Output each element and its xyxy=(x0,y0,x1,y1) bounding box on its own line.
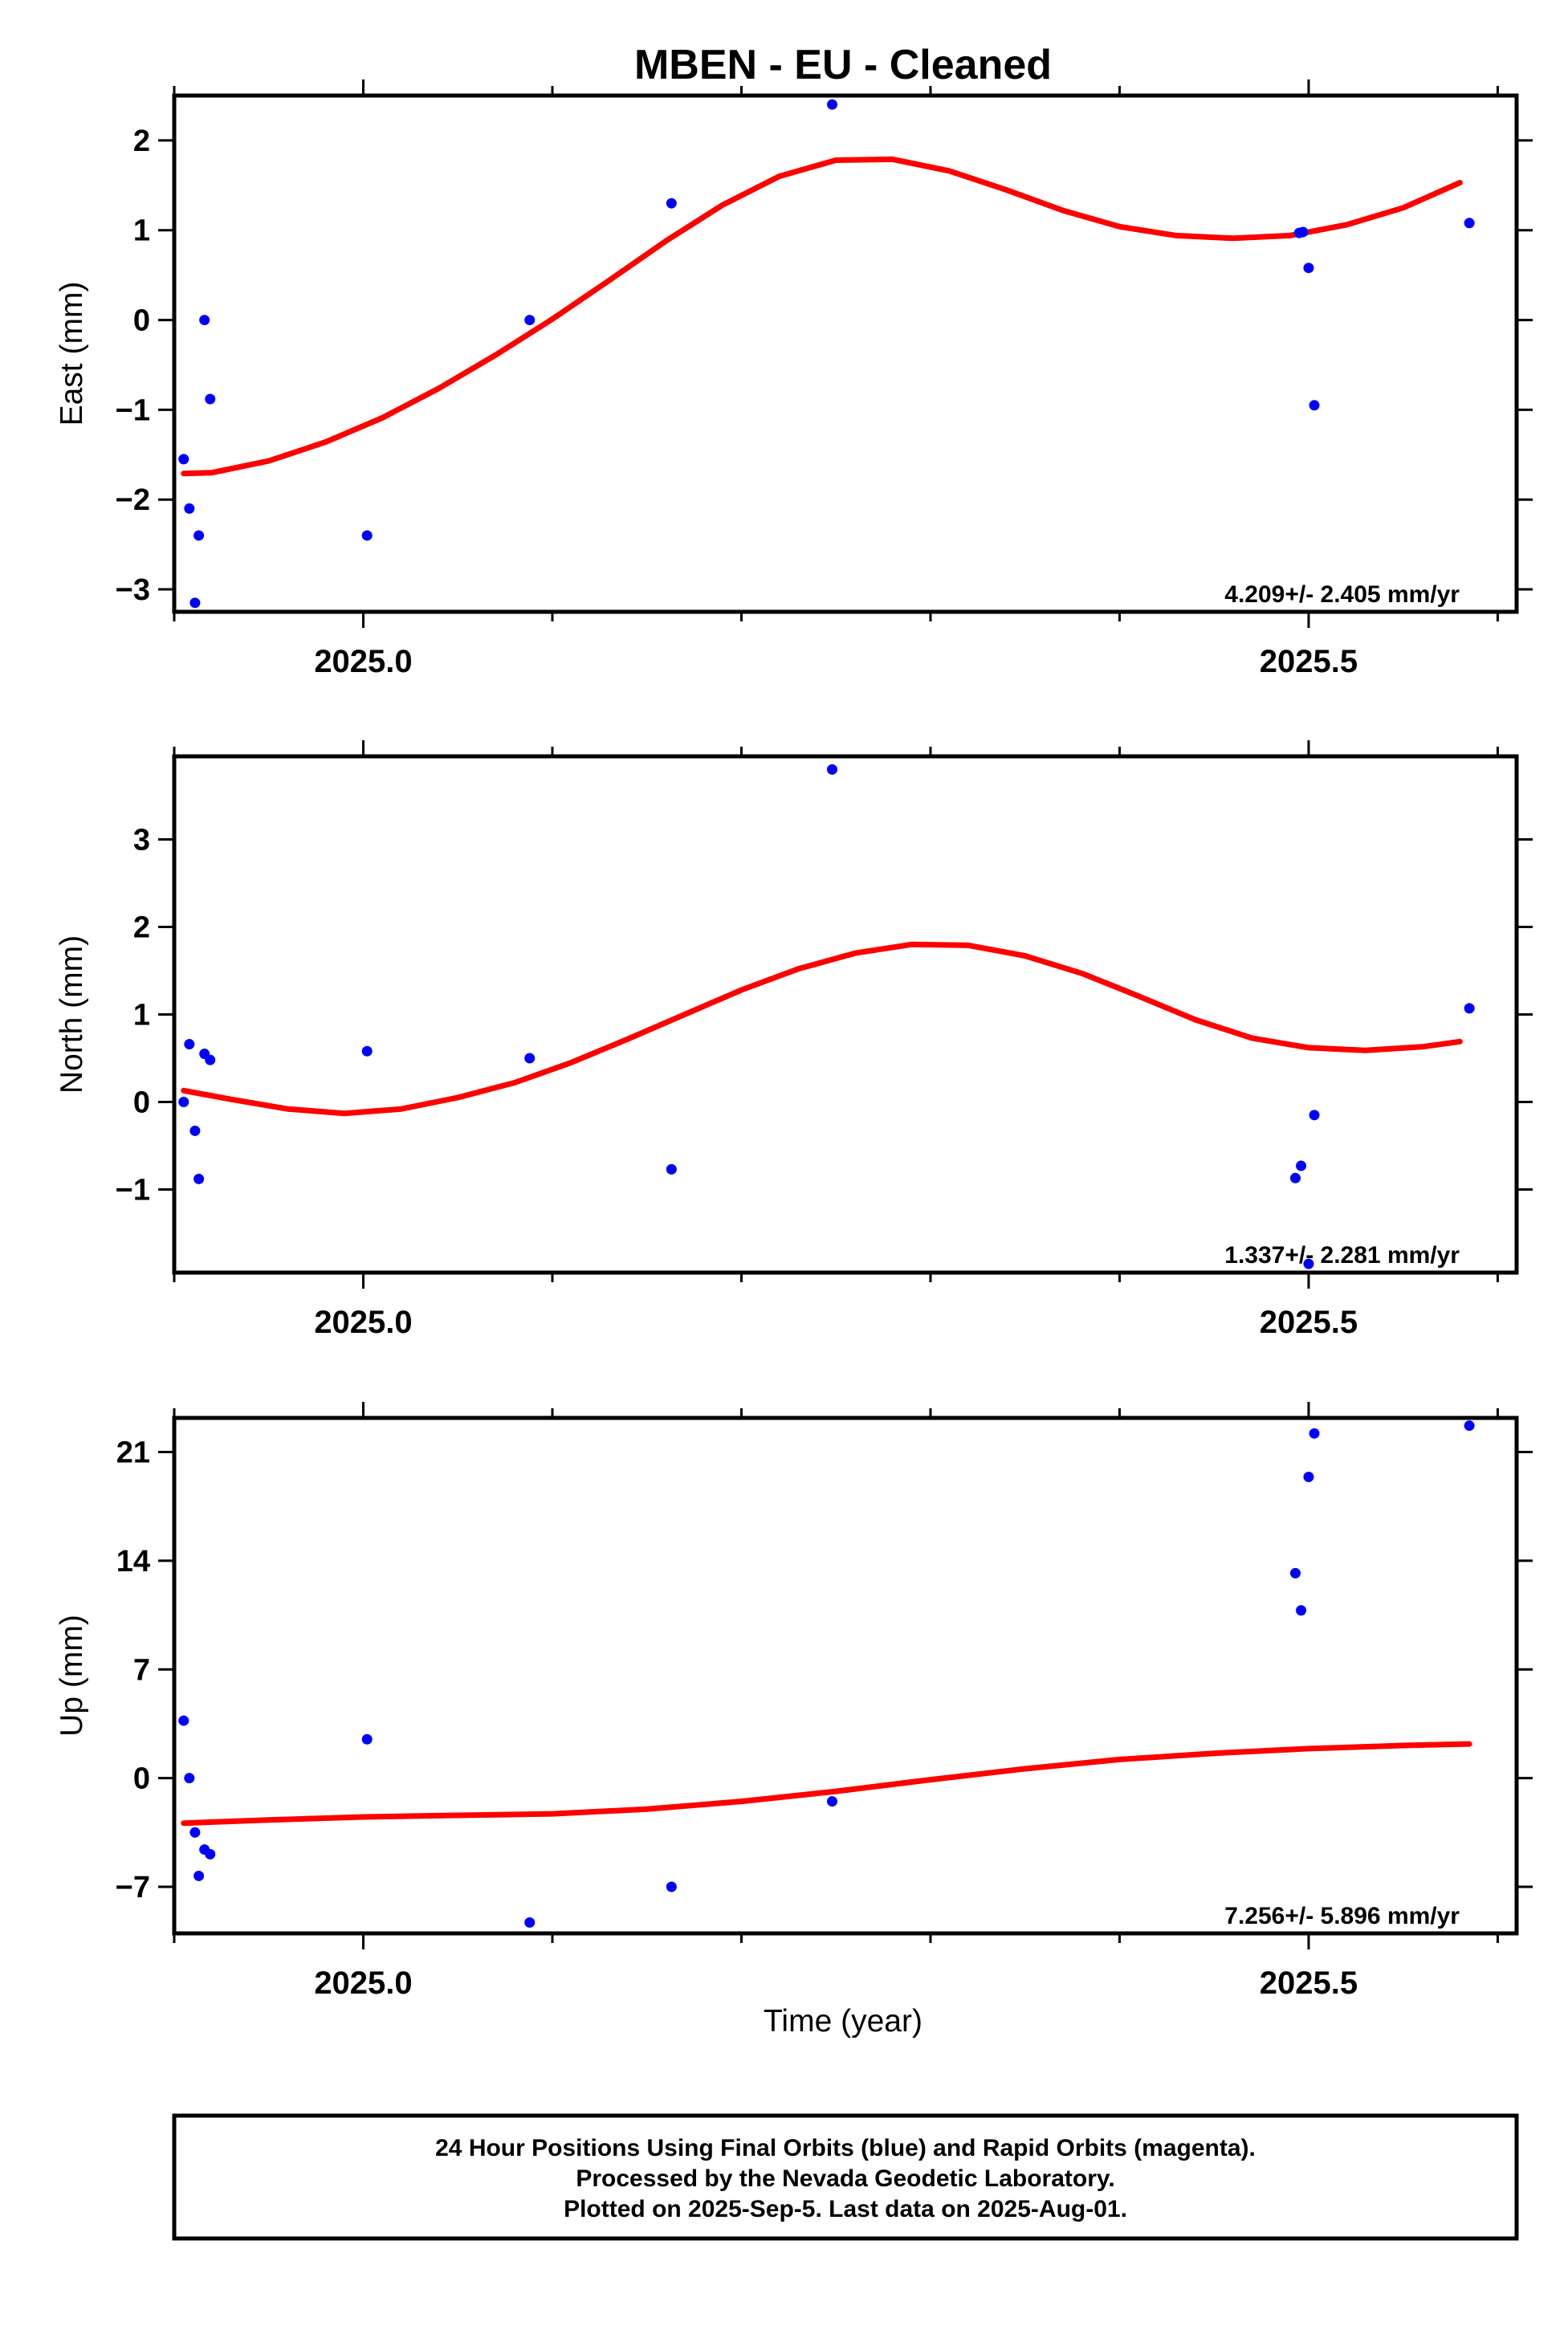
east-rate-label: 4.209+/- 2.405 mm/yr xyxy=(1224,581,1460,608)
east-data-point xyxy=(666,198,677,209)
north-xtick-label: 2025.5 xyxy=(1260,1305,1358,1340)
north-data-point xyxy=(1303,1258,1314,1269)
up-xtick-label: 2025.5 xyxy=(1260,1965,1358,2001)
up-ytick-label: 14 xyxy=(116,1545,150,1578)
east-plot-frame xyxy=(172,93,1519,614)
east-data-point xyxy=(1309,400,1320,411)
east-xtick-label: 2025.5 xyxy=(1260,644,1358,679)
north-ytick-label: 3 xyxy=(133,824,150,857)
east-data-point xyxy=(199,315,210,326)
east-ytick-label: −1 xyxy=(116,393,150,427)
up-data-point xyxy=(1296,1605,1307,1616)
north-data-point xyxy=(1296,1160,1307,1171)
up-data-point xyxy=(666,1881,677,1892)
east-data-point xyxy=(1303,263,1314,274)
up-y-axis-label: Up (mm) xyxy=(55,1615,89,1737)
east-data-point xyxy=(524,315,536,326)
east-panel: −3 −2 −1 0 1 2 2025.0 2025.5 East (mm) 4.209+/- 2… xyxy=(55,79,1533,679)
panels: −3 −2 −1 0 1 2 2025.0 2025.5 East (mm) 4.209+/- 2… xyxy=(55,79,1533,2001)
east-ytick-label: 1 xyxy=(133,214,150,248)
up-data-point xyxy=(205,1848,216,1860)
north-data-point xyxy=(1464,1003,1475,1014)
up-data-point xyxy=(1309,1428,1320,1439)
north-data-point xyxy=(1289,1172,1301,1183)
north-data-point xyxy=(184,1039,195,1050)
east-data-point xyxy=(1464,218,1475,229)
north-panel: −1 0 1 2 3 2025.0 2025.5 North (mm) 1.337+/- 2.2… xyxy=(55,740,1533,1340)
north-rate-label: 1.337+/- 2.281 mm/yr xyxy=(1224,1242,1460,1269)
north-data-point xyxy=(189,1125,201,1136)
east-data-point xyxy=(189,597,201,609)
east-fit-line xyxy=(181,156,1463,477)
east-data-point xyxy=(178,454,189,465)
east-data-point xyxy=(1297,226,1309,238)
up-data-point xyxy=(524,1917,536,1928)
north-ytick-label: 0 xyxy=(133,1086,150,1119)
north-ytick-label: 2 xyxy=(133,911,150,945)
east-data-point xyxy=(361,530,373,541)
page-title: MBEN - EU - Cleaned xyxy=(634,42,1052,88)
up-xtick-label: 2025.0 xyxy=(314,1965,412,2001)
footer-line-3: Plotted on 2025-Sep-5. Last data on 2025… xyxy=(564,2196,1127,2222)
footer-line-1: 24 Hour Positions Using Final Orbits (bl… xyxy=(435,2135,1256,2161)
footer-frame xyxy=(172,2113,1519,2241)
north-data-point xyxy=(361,1045,373,1057)
east-ytick-label: −3 xyxy=(116,573,150,607)
north-fit-line xyxy=(181,941,1463,1117)
east-ytick-label: 2 xyxy=(133,124,150,158)
north-data-point xyxy=(666,1163,677,1175)
up-data-point xyxy=(184,1773,195,1784)
north-ytick-label: 1 xyxy=(133,999,150,1033)
footer-box: 24 Hour Positions Using Final Orbits (bl… xyxy=(172,2113,1519,2241)
north-data-point xyxy=(178,1096,189,1107)
footer-line-2: Processed by the Nevada Geodetic Laborat… xyxy=(576,2165,1114,2192)
up-ytick-label: 0 xyxy=(133,1762,150,1796)
east-data-point xyxy=(205,393,216,405)
up-data-point xyxy=(193,1870,205,1881)
east-y-axis-label: East (mm) xyxy=(55,282,89,426)
north-data-point xyxy=(827,764,838,775)
north-y-axis-label: North (mm) xyxy=(55,935,89,1094)
up-data-point xyxy=(178,1715,189,1726)
up-data-point xyxy=(1303,1471,1314,1482)
up-plot-frame xyxy=(172,1416,1519,1936)
up-ytick-label: −7 xyxy=(116,1871,150,1904)
east-data-point xyxy=(193,530,205,541)
x-axis-label: Time (year) xyxy=(764,2004,922,2039)
up-rate-label: 7.256+/- 5.896 mm/yr xyxy=(1224,1903,1460,1929)
north-data-point xyxy=(193,1173,205,1184)
east-data-point xyxy=(184,503,195,514)
up-data-point xyxy=(1464,1420,1475,1432)
north-xtick-label: 2025.0 xyxy=(314,1305,412,1340)
up-data-point xyxy=(361,1733,373,1745)
north-data-point xyxy=(205,1054,216,1065)
up-fit-line xyxy=(181,1741,1472,1827)
up-panel: −7 0 7 14 21 2025.0 2025.5 Up (mm) 7.256+/- 5.89… xyxy=(55,1402,1533,2001)
up-ytick-label: 7 xyxy=(133,1653,150,1687)
up-data-point xyxy=(827,1796,838,1807)
east-xtick-label: 2025.0 xyxy=(314,644,412,679)
north-data-point xyxy=(1309,1110,1320,1121)
up-data-point xyxy=(1289,1567,1301,1578)
east-ytick-label: 0 xyxy=(133,304,150,338)
north-ytick-label: −1 xyxy=(116,1173,150,1207)
east-data-point xyxy=(827,99,838,110)
east-ytick-label: −2 xyxy=(116,483,150,517)
north-plot-frame xyxy=(172,754,1519,1275)
up-data-point xyxy=(189,1827,201,1838)
up-ytick-label: 21 xyxy=(116,1436,150,1470)
north-data-point xyxy=(524,1053,536,1064)
